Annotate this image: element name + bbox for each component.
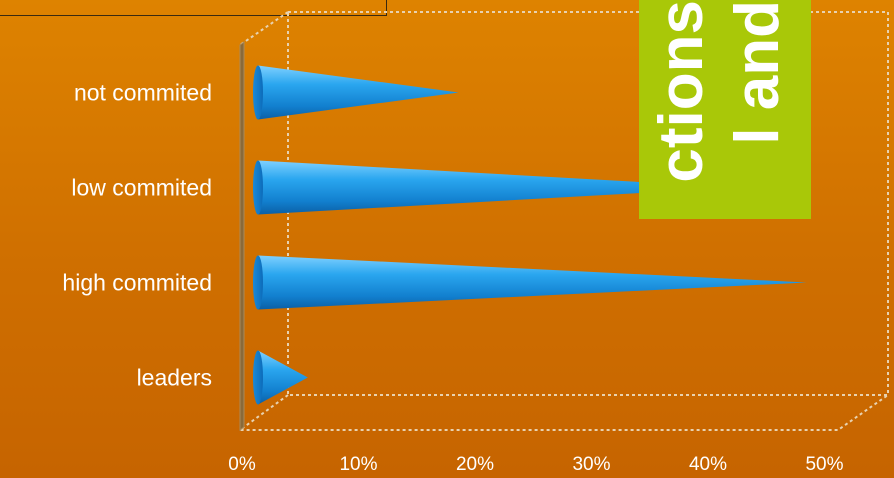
cone-bar [253,350,308,405]
cone-bar [253,65,459,120]
category-label: high commited [62,270,212,296]
slide-title-line-2: ctions [647,0,716,183]
cone-body [258,255,807,310]
category-label: leaders [137,365,212,391]
cone-bar [253,255,807,310]
cone-body [258,160,737,215]
slide-title-panel: l and ctions [639,0,811,219]
x-tick-label: 40% [689,454,727,475]
x-tick-label: 20% [456,454,494,475]
cone-bar [253,160,737,215]
cone-base [253,255,263,310]
bars [253,65,807,405]
x-tick-label: 30% [572,454,610,475]
side-edge [239,11,289,46]
slide-title-line-1: l and [723,0,792,145]
category-label: low commited [71,175,212,201]
side-wall [239,41,245,431]
cone-base [253,65,263,120]
category-label: not commited [74,80,212,106]
x-tick-label: 50% [805,454,843,475]
cone-body [258,65,459,120]
x-tick-label: 0% [228,454,256,475]
cone-body [258,350,308,405]
cone-base [253,350,263,405]
cone-base [253,160,263,215]
x-tick-label: 10% [339,454,377,475]
labels: not commited low commited high commited lea… [62,80,843,476]
floor [236,394,889,431]
corner-frame [0,0,387,16]
